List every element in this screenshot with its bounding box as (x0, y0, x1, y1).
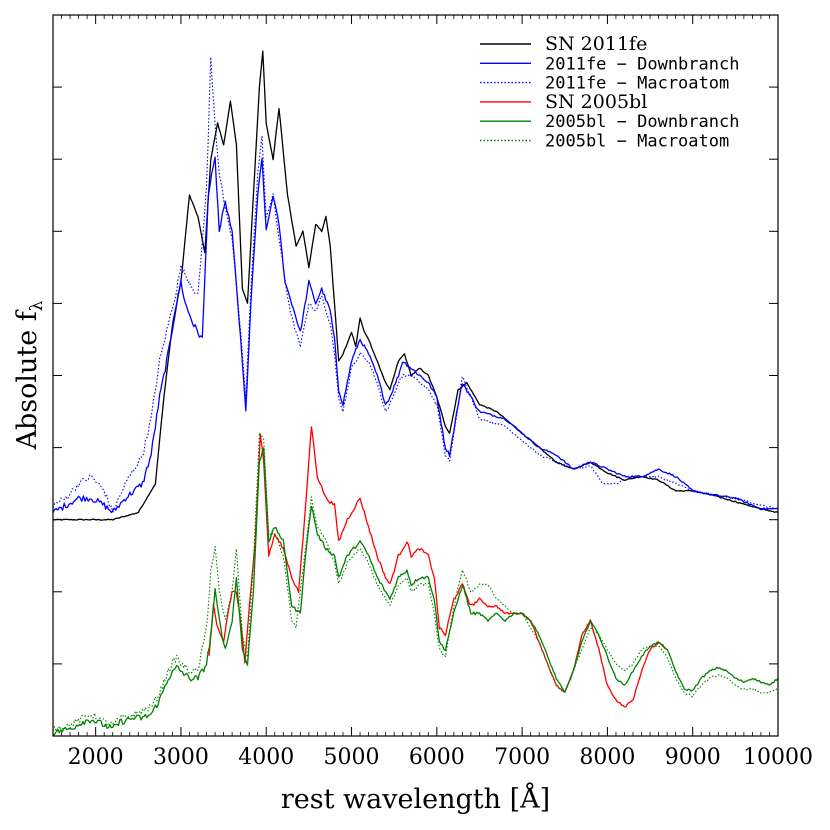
x-tick-label: 8000 (579, 745, 635, 770)
plot-frame (52, 14, 779, 737)
legend-label-sn-2011fe: SN 2011fe (545, 33, 647, 55)
x-tick-label: 4000 (238, 745, 294, 770)
x-tick-label: 5000 (324, 745, 380, 770)
legend-label-2011fe-macroatom: 2011fe − Macroatom (545, 74, 729, 94)
legend-label-2005bl-macroatom: 2005bl − Macroatom (545, 132, 729, 152)
series-line-sn-2005bl (208, 426, 668, 708)
series-line-2005bl-downbranch (52, 447, 779, 736)
x-tick-label: 6000 (409, 745, 465, 770)
y-axis-label: Absolute fλ (12, 300, 47, 450)
series-line-2005bl-macroatom (52, 431, 779, 732)
x-tick-label: 10000 (743, 745, 813, 770)
y-axis-label-main: Absolute f (12, 309, 43, 450)
series-line-2011fe-macroatom (52, 56, 779, 513)
legend-label-2005bl-downbranch: 2005bl − Downbranch (545, 112, 739, 132)
x-tick-label: 7000 (494, 745, 550, 770)
x-tick-label: 3000 (153, 745, 209, 770)
legend-label-sn-2005bl: SN 2005bl (545, 91, 647, 113)
x-tick-label: 2000 (68, 745, 124, 770)
x-axis-label: rest wavelength [Å] (281, 782, 550, 815)
x-tick-label: 9000 (665, 745, 721, 770)
y-axis-label-subscript: λ (27, 300, 47, 311)
series-layer (52, 50, 779, 736)
series-line-2011fe-downbranch (52, 156, 779, 514)
series-line-sn-2011fe (52, 50, 779, 521)
legend-label-2011fe-downbranch: 2011fe − Downbranch (545, 54, 739, 74)
tick-layer: 2000 3000 4000 5000 6000 7000 8000 9000 10000 (52, 15, 813, 770)
